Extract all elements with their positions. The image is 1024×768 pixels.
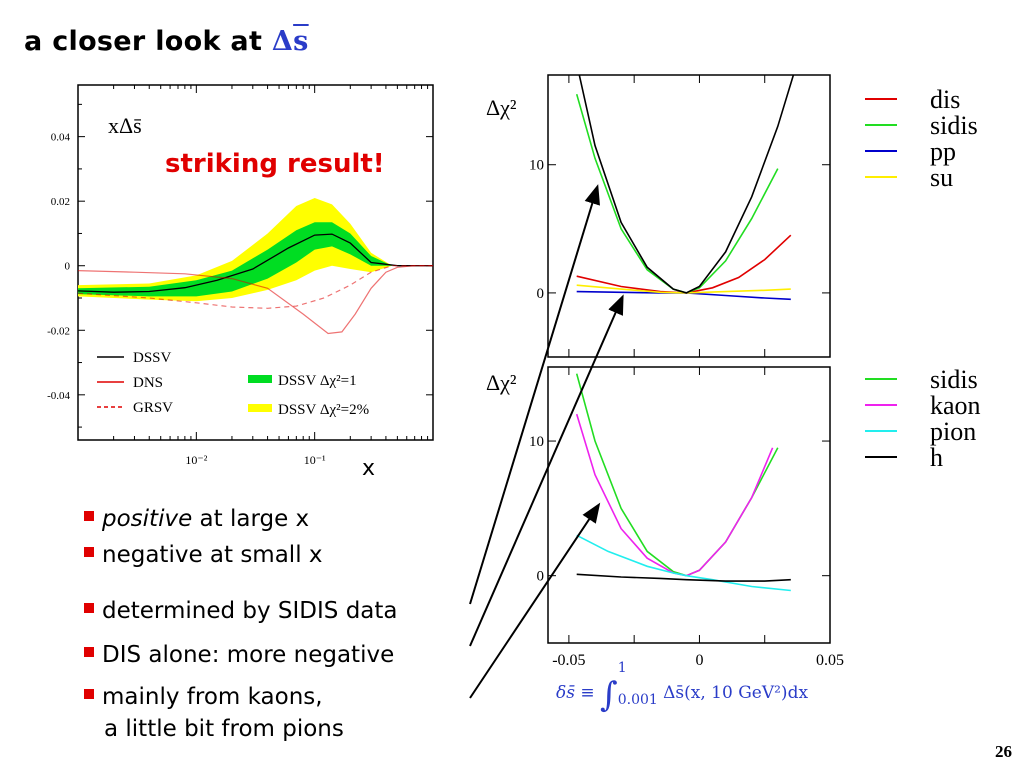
bullet-text: DIS alone: more negative (102, 642, 395, 668)
chart-delta-chi2-top: 10 0 Δχ² (486, 74, 831, 358)
series-h (576, 573, 791, 582)
formula-lhs: δs̄ ≡ (556, 683, 601, 703)
arrow-dis (469, 294, 624, 647)
y-tick-label: 0.02 (51, 196, 70, 208)
series-lines-top (575, 75, 795, 301)
arrow-sidis (469, 184, 600, 605)
legend-dssv-label: DSSV (133, 350, 172, 366)
y-tick-label: 0 (537, 569, 545, 585)
plot-frame-top (547, 74, 831, 358)
bullet-text: at large x (192, 506, 310, 532)
title-text: a closer look at (24, 26, 272, 57)
formula: δs̄ ≡ ∫ 1 0.001 Δs̄(x, 10 GeV²)dx (556, 660, 809, 715)
y-tick-label: 10 (529, 434, 544, 450)
legend: DSSV DNS GRSV DSSV Δχ²=1 DSSV Δχ²=2% (97, 350, 369, 418)
x-tick-label: 10⁻² (185, 453, 207, 467)
slide-title: a closer look at Δs (24, 26, 309, 57)
series-lines-bottom (575, 373, 791, 592)
legend-label-sidis: sidis (930, 111, 978, 140)
y-ticks: 0.04 0.02 0 -0.02 -0.04 (47, 103, 433, 428)
x-tick-label: 0 (695, 652, 703, 669)
bullet-continuation: a little bit from pions (104, 718, 344, 741)
integral-lower: 0.001 (617, 692, 658, 708)
legend-label-dis: dis (930, 85, 960, 114)
bullet-marker (84, 689, 94, 699)
legend-label-su: su (930, 163, 953, 192)
x-tick-label: -0.05 (552, 652, 585, 669)
series-dis (576, 234, 792, 294)
series-total (578, 75, 795, 294)
bullet-marker (84, 511, 94, 521)
arrow-kaon (469, 502, 601, 699)
bullet-emphasis: positive (102, 506, 193, 532)
y-axis-label-bottom: Δχ² (486, 370, 517, 395)
axis-ticks-bottom: 10 0 -0.05 0 0.05 (529, 367, 844, 669)
bullet-item: DIS alone: more negative (84, 644, 394, 667)
legend-band1-label: DSSV Δχ²=1 (278, 373, 357, 389)
s-bar-symbol: s (293, 26, 309, 57)
x-tick-label: 10⁻¹ (304, 453, 326, 467)
bullet-item: positive at large x (84, 508, 309, 531)
page-number: 26 (995, 742, 1012, 761)
band-0 (78, 198, 433, 302)
legend-grsv-label: GRSV (133, 400, 173, 416)
integral-sign: ∫ (600, 675, 618, 715)
integral-limits: 1 0.001 (617, 660, 658, 710)
y-axis-label-top: Δχ² (486, 95, 517, 120)
legend-label-h: h (930, 443, 943, 472)
bullet-text: determined by SIDIS data (102, 598, 398, 624)
legend-label-kaon: kaon (930, 391, 981, 420)
chart-delta-chi2-bottom: 10 0 -0.05 0 0.05 Δχ² (486, 366, 844, 669)
bullet-text: mainly from kaons, (102, 684, 323, 710)
integral-upper: 1 (617, 660, 627, 676)
legend-label-pp: pp (930, 137, 956, 166)
y-tick-label: -0.04 (47, 390, 70, 402)
bullet-item: mainly from kaons, (84, 686, 323, 709)
y-tick-label: 10 (529, 158, 544, 174)
legend-label-pion: pion (930, 417, 976, 446)
y-tick-label: 0.04 (51, 132, 71, 144)
y-tick-label: -0.02 (47, 325, 70, 337)
legend-label-sidis: sidis (930, 365, 978, 394)
annotation-striking: striking result! (165, 149, 385, 179)
x-tick-label: 0.05 (816, 652, 844, 669)
bullet-marker (84, 647, 94, 657)
legend-band1-swatch (248, 375, 272, 383)
chart-xdelta-s: 0.04 0.02 0 -0.02 -0.04 10⁻² 10⁻¹ xΔs̄ striki… (47, 84, 434, 481)
y-tick-label: 0 (537, 286, 545, 302)
bullet-text: negative at small x (102, 542, 323, 568)
legend-band2-swatch (248, 404, 272, 412)
legend-dns-label: DNS (133, 375, 163, 391)
bullet-marker (84, 603, 94, 613)
bullet-item: negative at small x (84, 544, 323, 567)
bullet-item: determined by SIDIS data (84, 600, 398, 623)
legend-band2-label: DSSV Δχ²=2% (278, 402, 369, 418)
series-dns (77, 265, 433, 335)
series-grsv (77, 265, 433, 309)
x-axis-label: x (362, 456, 375, 481)
series-lines (77, 233, 433, 335)
y-ticks-top: 10 0 (529, 75, 831, 357)
x-ticks: 10⁻² 10⁻¹ (77, 85, 429, 467)
bullet-marker (84, 547, 94, 557)
y-axis-label: xΔs̄ (108, 113, 142, 138)
bullet-text: a little bit from pions (104, 716, 344, 742)
y-tick-label: 0 (65, 261, 71, 273)
formula-rhs: Δs̄(x, 10 GeV²)dx (657, 683, 809, 703)
delta-symbol: Δ (271, 26, 294, 57)
title-symbol: Δs (272, 26, 309, 57)
series-pion (576, 534, 791, 592)
